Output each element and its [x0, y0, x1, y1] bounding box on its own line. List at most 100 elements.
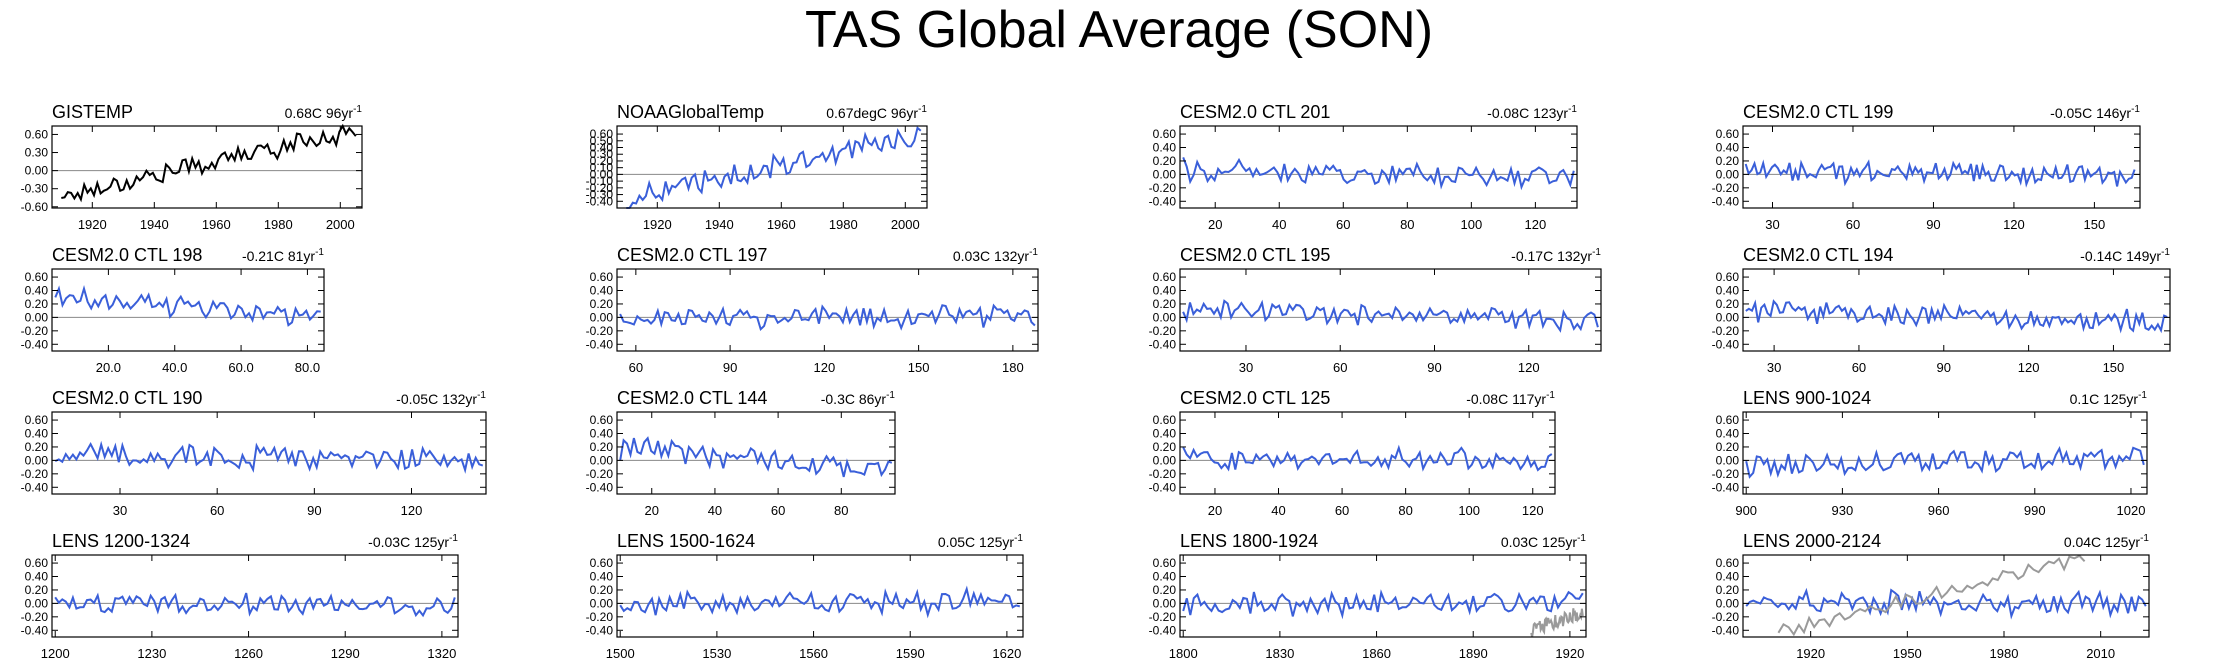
y-tick-label: 0.60	[1153, 127, 1177, 141]
y-tick-label: -0.20	[586, 467, 614, 481]
y-tick-label: -0.30	[586, 188, 614, 202]
panel-trend-stat: -0.08C 123yr-1	[1487, 104, 1577, 121]
y-tick-label: 0.20	[1153, 440, 1177, 454]
y-tick-label: 0.40	[590, 427, 614, 441]
y-tick-label: 0.20	[1716, 440, 1740, 454]
panel-title: CESM2.0 CTL 199	[1743, 102, 1893, 122]
series-line	[1182, 157, 1575, 191]
y-tick-label: 0.00	[590, 453, 614, 467]
y-tick-label: 0.60	[25, 270, 49, 284]
panel-trend-stat: 0.1C 125yr-1	[2070, 390, 2148, 407]
y-tick-label: 0.00	[25, 596, 49, 610]
x-tick-label: 1290	[331, 646, 360, 661]
chart-panel-13: LENS 1200-1324 -0.03C 125yr-1-0.40-0.200.…	[21, 531, 459, 661]
y-tick-label: -0.40	[586, 480, 614, 494]
x-tick-label: 40.0	[162, 360, 187, 375]
panel-title: CESM2.0 CTL 125	[1180, 388, 1330, 408]
x-tick-label: 20	[1208, 503, 1222, 518]
x-tick-label: 120	[2003, 217, 2025, 232]
panel-title: CESM2.0 CTL 197	[617, 245, 767, 265]
panel-trend-stat: -0.05C 132yr-1	[396, 390, 486, 407]
y-tick-label: 0.20	[1153, 583, 1177, 597]
x-tick-label: 60.0	[228, 360, 253, 375]
y-tick-label: 0.40	[25, 427, 49, 441]
panel-trend-stat: 0.68C 96yr-1	[285, 104, 363, 121]
series-line	[54, 440, 484, 474]
y-tick-label: 0.00	[590, 596, 614, 610]
x-tick-label: 1560	[799, 646, 828, 661]
x-tick-label: 1230	[137, 646, 166, 661]
x-tick-label: 120	[1518, 360, 1540, 375]
y-tick-label: -0.20	[1149, 181, 1177, 195]
series-line	[1182, 299, 1599, 333]
y-tick-label: 0.40	[590, 141, 614, 155]
plot-frame	[1179, 125, 1578, 209]
x-tick-label: 150	[2084, 217, 2106, 232]
y-tick-label: 0.20	[25, 583, 49, 597]
x-tick-label: 1980	[1990, 646, 2019, 661]
y-tick-label: 0.20	[1153, 154, 1177, 168]
panel-trend-stat: 0.05C 125yr-1	[938, 533, 1024, 550]
y-tick-label: -0.40	[586, 337, 614, 351]
y-tick-label: 0.60	[25, 556, 49, 570]
y-tick-label: 0.40	[1153, 141, 1177, 155]
plot-frame	[616, 411, 896, 495]
panel-title: LENS 900-1024	[1743, 388, 1871, 408]
chart-panel-10: CESM2.0 CTL 144 -0.3C 86yr-1 -0.40-0.200.0…	[586, 388, 896, 518]
x-tick-label: 2000	[326, 217, 355, 232]
x-tick-label: 30	[1239, 360, 1253, 375]
series-line	[1745, 299, 2168, 334]
x-tick-label: 120	[1525, 217, 1547, 232]
plot-frame	[51, 268, 325, 352]
y-tick-label: -0.40	[1712, 337, 1740, 351]
series-line	[1182, 444, 1553, 472]
x-tick-label: 60	[1846, 217, 1860, 232]
y-tick-label: 0.00	[1153, 310, 1177, 324]
y-tick-label: 0.20	[1153, 297, 1177, 311]
y-tick-label: 0.20	[590, 583, 614, 597]
panel-trend-stat: -0.03C 125yr-1	[368, 533, 458, 550]
y-tick-label: -0.40	[21, 480, 49, 494]
y-tick-label: -0.20	[1712, 467, 1740, 481]
chart-panel-6: CESM2.0 CTL 197 0.03C 132yr-1-0.40-0.200.…	[586, 245, 1039, 375]
plot-frame	[1742, 268, 2171, 352]
x-tick-label: 1920	[78, 217, 107, 232]
panel-title: CESM2.0 CTL 194	[1743, 245, 1893, 265]
chart-panel-7: CESM2.0 CTL 195 -0.17C 132yr-1-0.40-0.200…	[1149, 245, 1602, 375]
chart-panel-12: LENS 900-1024 0.1C 125yr-1-0.40-0.200.000…	[1712, 388, 2148, 518]
chart-panel-2: NOAAGlobalTemp 0.67degC 96yr-1 -0.40-0.30-…	[586, 102, 928, 232]
x-tick-label: 1920	[1555, 646, 1584, 661]
plot-frame	[1742, 411, 2148, 495]
x-tick-label: 150	[2103, 360, 2125, 375]
chart-panel-5: CESM2.0 CTL 198 -0.21C 81yr-1-0.40-0.200.…	[21, 245, 325, 375]
panel-title: LENS 2000-2124	[1743, 531, 1881, 551]
chart-panel-1: GISTEMP 0.68C 96yr-1 -0.60 -0.30 0.00 0.30 0.6…	[21, 102, 363, 232]
y-tick-label: 0.40	[1716, 141, 1740, 155]
plot-frame	[616, 554, 1024, 638]
plot-frame	[1179, 268, 1602, 352]
panel-trend-stat: 0.67degC 96yr-1	[826, 104, 927, 121]
y-tick-label: -0.60	[21, 200, 49, 214]
y-tick-label: 0.40	[1153, 284, 1177, 298]
plot-frame	[1742, 554, 2150, 638]
y-tick-label: -0.40	[1149, 194, 1177, 208]
x-tick-label: 20	[645, 503, 659, 518]
y-tick-label: 0.00	[25, 453, 49, 467]
y-tick-label: 0.40	[1153, 427, 1177, 441]
series-line	[54, 284, 321, 327]
series-line	[619, 436, 893, 478]
y-tick-label: -0.40	[1149, 337, 1177, 351]
y-tick-label: -0.20	[1712, 610, 1740, 624]
x-tick-label: 1960	[202, 217, 231, 232]
x-tick-label: 1800	[1169, 646, 1198, 661]
x-tick-label: 90	[1926, 217, 1940, 232]
y-tick-label: -0.30	[21, 182, 49, 196]
series-line	[619, 585, 1021, 619]
x-tick-label: 20.0	[96, 360, 121, 375]
panel-trend-stat: 0.04C 125yr-1	[2064, 533, 2150, 550]
x-tick-label: 2010	[2086, 646, 2115, 661]
y-tick-label: 0.20	[590, 297, 614, 311]
panel-title: GISTEMP	[52, 102, 133, 122]
x-tick-label: 90	[723, 360, 737, 375]
x-tick-label: 90	[307, 503, 321, 518]
